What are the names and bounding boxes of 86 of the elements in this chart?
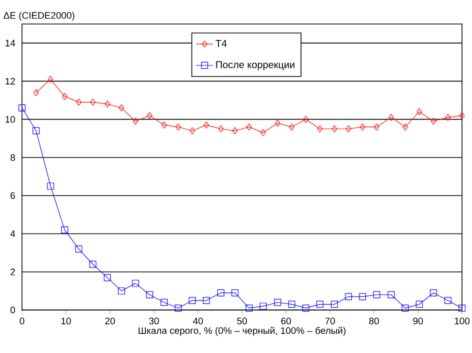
point xyxy=(132,118,138,125)
x-tick-label: 60 xyxy=(281,318,291,324)
point xyxy=(459,112,465,120)
point xyxy=(202,296,210,304)
point xyxy=(289,123,294,130)
y-axis-title: ΔE (CIEDE2000) xyxy=(4,12,74,21)
point xyxy=(332,125,338,132)
point xyxy=(346,125,352,132)
x-tick-label: 30 xyxy=(149,318,159,324)
point xyxy=(217,289,224,296)
point xyxy=(416,300,423,308)
point xyxy=(430,118,436,125)
point xyxy=(160,298,168,306)
point xyxy=(75,245,82,252)
point xyxy=(104,100,110,108)
point xyxy=(359,293,366,300)
point xyxy=(146,291,154,298)
point xyxy=(246,304,253,312)
y-tick-label: 2 xyxy=(10,268,15,276)
y-tick-label: 4 xyxy=(10,230,16,237)
x-tick-label: 10 xyxy=(61,318,71,324)
x-axis-title: Шкала серого, % (0% – черный, 100% – белый) xyxy=(138,326,346,336)
point xyxy=(458,304,466,312)
x-tick-label: 90 xyxy=(413,318,423,324)
point xyxy=(260,129,266,136)
point xyxy=(62,92,68,100)
x-tick-label: 50 xyxy=(237,318,247,324)
point xyxy=(218,125,224,132)
x-tick-label: 0 xyxy=(20,318,24,324)
point xyxy=(274,298,282,306)
point xyxy=(48,76,54,83)
point xyxy=(303,116,308,123)
point xyxy=(118,287,125,294)
point xyxy=(174,304,182,312)
point xyxy=(374,123,380,130)
point xyxy=(416,108,422,116)
point xyxy=(388,291,395,298)
point xyxy=(402,304,409,312)
y-tick-label: 12 xyxy=(6,78,15,84)
point xyxy=(89,260,96,268)
point xyxy=(430,289,437,296)
point xyxy=(18,104,26,112)
point xyxy=(260,302,267,310)
point xyxy=(445,114,451,121)
x-tick-label: 20 xyxy=(105,318,115,324)
y-tick-label: 14 xyxy=(6,40,16,46)
point xyxy=(232,127,238,134)
point xyxy=(33,89,39,96)
point xyxy=(190,127,195,134)
point xyxy=(231,289,238,296)
point xyxy=(146,112,152,120)
y-tick-label: 0 xyxy=(10,306,16,314)
point xyxy=(344,293,352,300)
point xyxy=(118,104,124,112)
point xyxy=(444,296,452,304)
point xyxy=(274,120,280,127)
point xyxy=(76,98,82,106)
point xyxy=(316,300,324,308)
point xyxy=(246,123,252,130)
point xyxy=(373,291,380,298)
point xyxy=(288,300,296,308)
legend-label: После коррекции xyxy=(216,61,294,70)
y-tick-label: 10 xyxy=(6,116,16,123)
point xyxy=(176,123,181,130)
point xyxy=(330,300,338,308)
y-tick-label: 6 xyxy=(10,192,15,199)
legend-label: T4 xyxy=(216,40,227,47)
point xyxy=(90,98,96,106)
point xyxy=(47,182,54,190)
x-tick-label: 70 xyxy=(325,318,335,324)
point xyxy=(188,296,196,304)
x-tick-label: 100 xyxy=(454,318,470,324)
x-tick-label: 80 xyxy=(369,318,379,324)
point xyxy=(302,304,310,312)
point xyxy=(402,123,408,130)
point xyxy=(360,123,366,130)
x-tick-label: 40 xyxy=(192,318,203,324)
point xyxy=(204,122,210,129)
point xyxy=(32,127,40,134)
point xyxy=(161,122,167,129)
point xyxy=(388,114,394,121)
y-tick-label: 8 xyxy=(10,154,15,161)
point xyxy=(104,274,111,282)
point xyxy=(61,226,68,234)
point xyxy=(132,280,140,287)
point xyxy=(317,125,323,132)
